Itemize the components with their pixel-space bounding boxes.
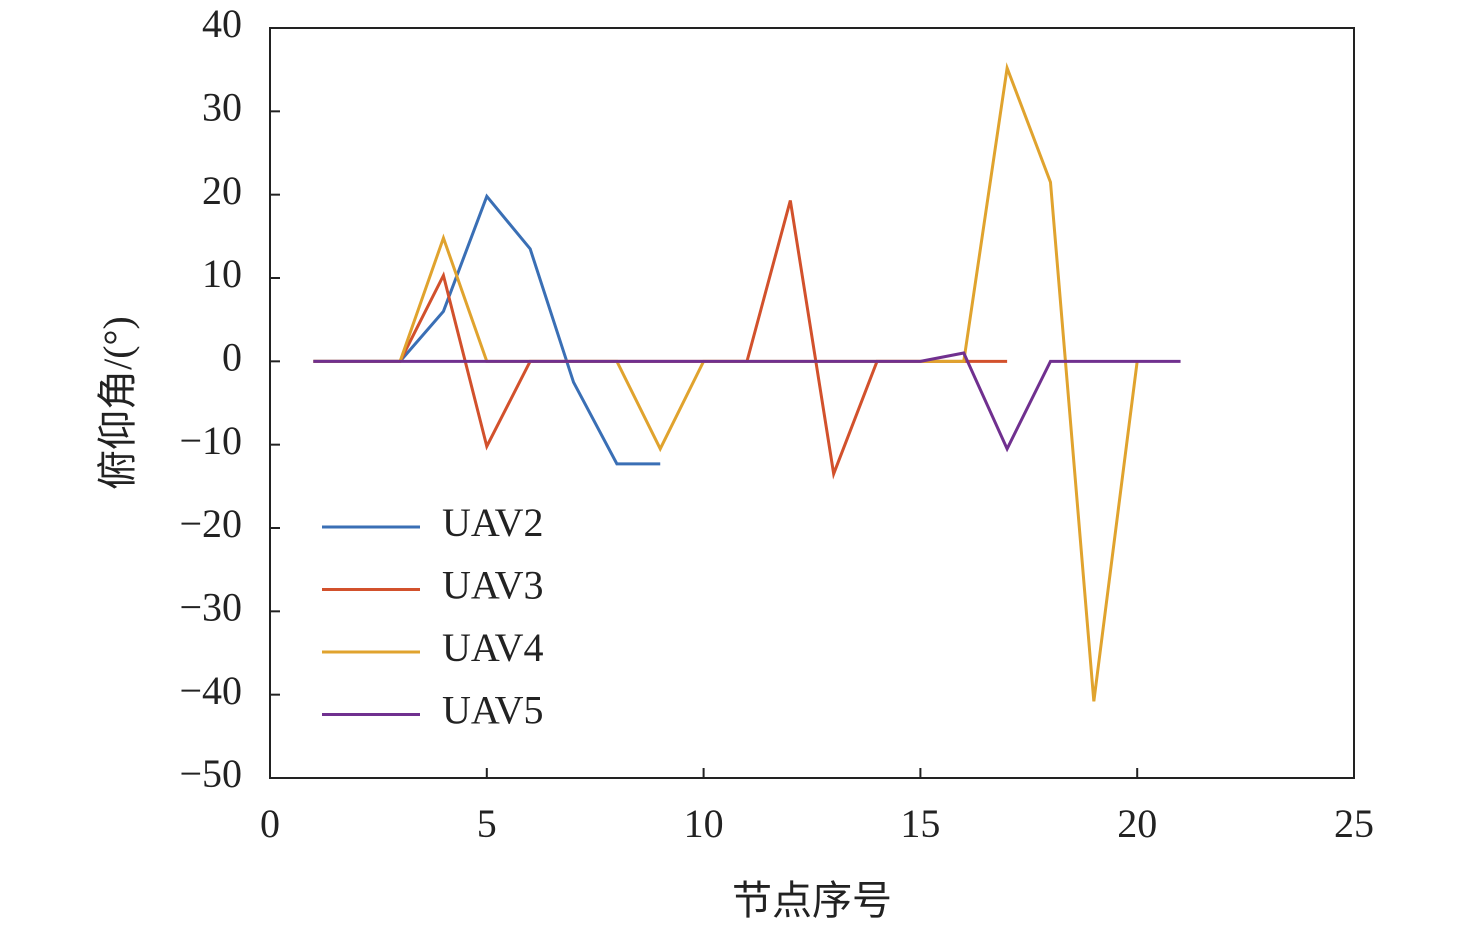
- legend-label: UAV2: [442, 500, 544, 545]
- legend-label: UAV3: [442, 563, 544, 608]
- x-tick-label: 15: [900, 801, 940, 846]
- y-tick-label: −10: [179, 418, 242, 463]
- series-line: [313, 200, 1008, 480]
- series-line: [313, 351, 1181, 453]
- legend-label: UAV5: [442, 688, 544, 733]
- x-tick-label: 20: [1117, 801, 1157, 846]
- x-tick-label: 0: [260, 801, 280, 846]
- x-tick-label: 25: [1334, 801, 1374, 846]
- series-line: [313, 62, 1139, 702]
- y-tick-label: −40: [179, 668, 242, 713]
- y-tick-label: −20: [179, 501, 242, 546]
- x-tick-label: 5: [477, 801, 497, 846]
- series-line: [313, 193, 661, 466]
- y-tick-label: −30: [179, 585, 242, 630]
- y-tick-label: 0: [222, 335, 242, 380]
- x-tick-label: 10: [684, 801, 724, 846]
- y-tick-label: 30: [202, 85, 242, 130]
- x-axis-label: 节点序号: [732, 878, 892, 923]
- y-axis-label: 俯仰角/(°): [95, 316, 140, 490]
- y-tick-label: 20: [202, 168, 242, 213]
- y-tick-label: 40: [202, 1, 242, 46]
- y-tick-label: 10: [202, 251, 242, 296]
- y-tick-label: −50: [179, 751, 242, 796]
- legend-label: UAV4: [442, 625, 544, 670]
- plot-frame: [269, 27, 1355, 779]
